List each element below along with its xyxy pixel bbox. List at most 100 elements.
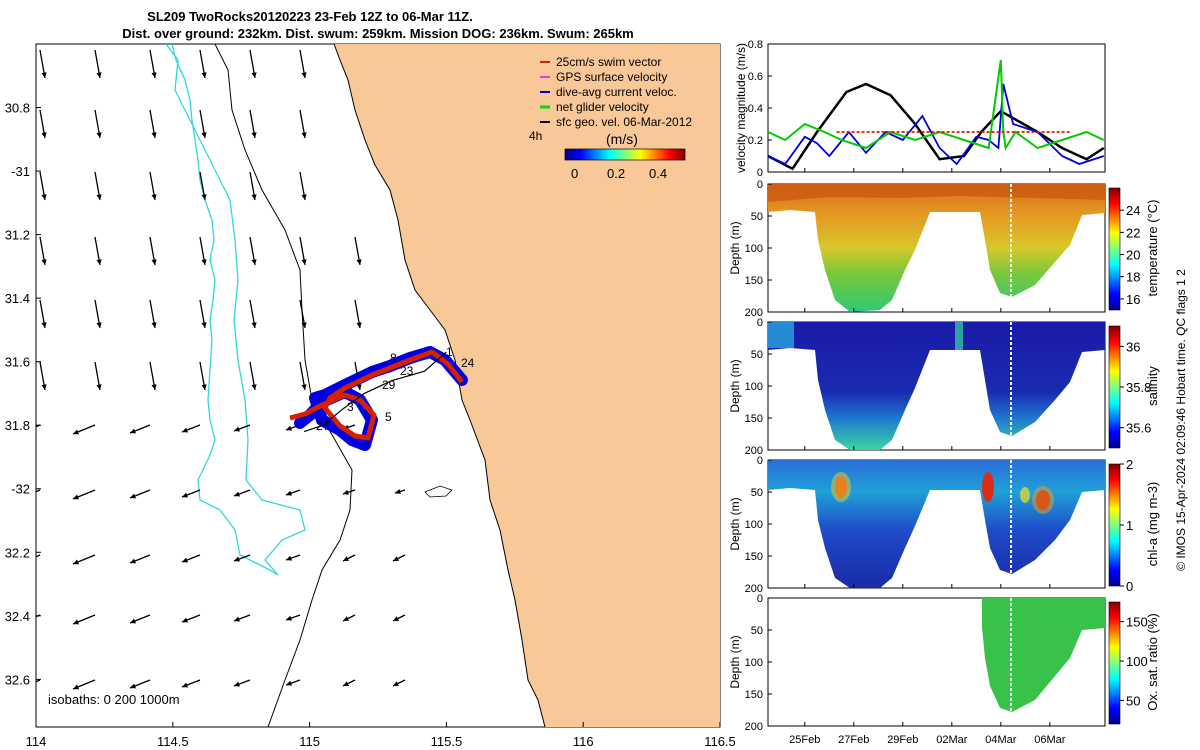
colorbar-tick-label: 22: [1126, 225, 1140, 240]
depth-tick-label: 100: [745, 519, 763, 531]
colorbar-tick-label: 36: [1126, 339, 1140, 354]
current-arrow-head: [301, 384, 307, 390]
current-arrow-head: [356, 384, 362, 390]
day-label: 5: [385, 410, 392, 424]
current-arrow-head: [41, 384, 47, 390]
velocity-y-tick-label: 0: [757, 167, 763, 179]
oxygen-y-ticks: 0 50 100 150 200: [745, 593, 772, 733]
current-arrow-head: [130, 493, 136, 499]
current-arrow-head: [41, 322, 47, 328]
current-arrow-head: [151, 132, 157, 138]
day-label: 23: [400, 364, 414, 378]
time-axis-ticks: 25Feb 27Feb 29Feb 02Mar 04Mar 06Mar: [789, 168, 1066, 746]
isobath-0m: [333, 44, 546, 727]
colorbar-tick-label: 16: [1126, 292, 1140, 307]
colorbar-tick-label: 0: [1126, 579, 1133, 594]
depth-tick-label: 0: [757, 455, 763, 467]
current-arrow-head: [343, 681, 349, 686]
current-arrow-head: [96, 322, 102, 328]
title-line-1: SL209 TwoRocks20120223 23-Feb 12Z to 06-…: [147, 9, 473, 24]
current-arrow-head: [201, 322, 207, 328]
colorbar-tick-label: 24: [1126, 203, 1140, 218]
map-y-tick-label: 31.6: [5, 355, 30, 370]
colorbar-tick-label: 35.6: [1126, 421, 1151, 436]
colorbar-tick: 0: [571, 166, 578, 181]
current-arrow-head: [96, 384, 102, 390]
map-y-tick-label: 31.2: [5, 228, 30, 243]
colorbar-tick-label: 18: [1126, 270, 1140, 285]
current-arrow-head: [151, 194, 157, 200]
legend-item: dive-avg current veloc.: [556, 85, 677, 99]
map-y-tick-label: 32.6: [5, 672, 30, 687]
current-arrow-head: [41, 259, 47, 265]
current-arrow-head: [201, 132, 207, 138]
current-arrow-head: [234, 616, 240, 622]
current-arrow-head: [343, 489, 349, 495]
depth-tick-label: 150: [745, 413, 763, 425]
legend-item: 25cm/s swim vector: [556, 55, 661, 69]
glider-net-track: [303, 351, 447, 433]
temperature-section: [768, 184, 1105, 312]
colorbar-tick-label: 1: [1126, 518, 1133, 533]
current-arrow-head: [96, 194, 102, 200]
oxygen-colorbar: [1108, 601, 1121, 725]
depth-tick-label: 150: [745, 551, 763, 563]
colorbar-tick-label: 35.8: [1126, 380, 1151, 395]
day-label: 27: [316, 419, 330, 433]
temperature-y-ticks: 0 50 100 150 200: [745, 179, 772, 319]
chla-bloom: [982, 472, 994, 502]
current-arrow-head: [356, 259, 362, 265]
day-label: 1: [446, 345, 453, 359]
credit-text: © IMOS 15-Apr-2024 02:09:46 Hobart time.…: [1174, 269, 1188, 571]
depth-tick-label: 200: [745, 445, 763, 457]
map-panel: 1 8 24 23 29 3 5 27 114 114.5 115 115.5 116 1…: [5, 43, 736, 749]
day-label: 8: [390, 351, 397, 365]
current-arrow-head: [130, 428, 136, 434]
legend-item: sfc geo. vel. 06-Mar-2012: [556, 115, 692, 129]
lag-label: 4h: [529, 129, 542, 143]
velocity-series-line: [767, 59, 1105, 151]
map-y-tick-label: 30.8: [5, 101, 30, 116]
current-arrow-head: [301, 259, 307, 265]
map-y-tick-label: -31: [11, 164, 30, 179]
isobaths-label: isobaths: 0 200 1000m: [48, 692, 180, 707]
current-arrow-head: [251, 259, 257, 265]
chla-colorbar-label: chl-a (mg m-3): [1145, 482, 1160, 567]
current-arrow-head: [395, 488, 401, 494]
colorbar-tick: 0.2: [607, 166, 625, 181]
depth-tick-label: 150: [745, 689, 763, 701]
map-x-tick-label: 116: [573, 734, 594, 749]
day-label: 3: [347, 400, 354, 414]
oxygen-depth-label: Depth (m): [728, 635, 742, 688]
colorbar-tick-label: 2: [1126, 457, 1133, 472]
chla-bloom: [1020, 487, 1030, 503]
current-arrow-head: [201, 259, 207, 265]
map-x-tick-label: 114: [26, 734, 47, 749]
depth-tick-label: 100: [745, 657, 763, 669]
current-arrow-head: [393, 681, 399, 686]
salinity-panel: 0 50 100 150 200 Depth (m) 35.6 35.8 36 salini…: [728, 317, 1160, 457]
day-label: 24: [461, 356, 475, 370]
day-labels: 1 8 24 23 29 3 5 27: [316, 345, 475, 433]
velocity-y-ticks: 0 0.2 0.4 0.6 0.8: [748, 39, 772, 179]
current-arrow-head: [182, 617, 188, 623]
current-arrow-head: [286, 425, 292, 431]
map-y-tick-label: 32.2: [5, 545, 30, 560]
chla-depth-label: Depth (m): [728, 497, 742, 550]
depth-tick-label: 0: [757, 593, 763, 605]
current-arrow-head: [201, 194, 207, 200]
depth-tick-label: 150: [745, 275, 763, 287]
current-arrow-head: [301, 322, 307, 328]
current-arrow-head: [286, 555, 292, 561]
map-y-tick-label: 32.4: [5, 609, 30, 624]
temperature-colorbar-ticks: 16 18 20 22 24: [1120, 203, 1140, 307]
chla-panel: 0 50 100 150 200 Depth (m) 0 1 2 chl-a (mg m-3…: [728, 455, 1160, 595]
current-arrow-head: [251, 132, 257, 138]
current-arrow-head: [251, 72, 257, 78]
day-label: 29: [382, 378, 396, 392]
current-arrow-head: [96, 132, 102, 138]
map-y-tick-label: -32: [11, 482, 30, 497]
chla-y-ticks: 0 50 100 150 200: [745, 455, 772, 595]
current-arrow-head: [343, 556, 349, 561]
